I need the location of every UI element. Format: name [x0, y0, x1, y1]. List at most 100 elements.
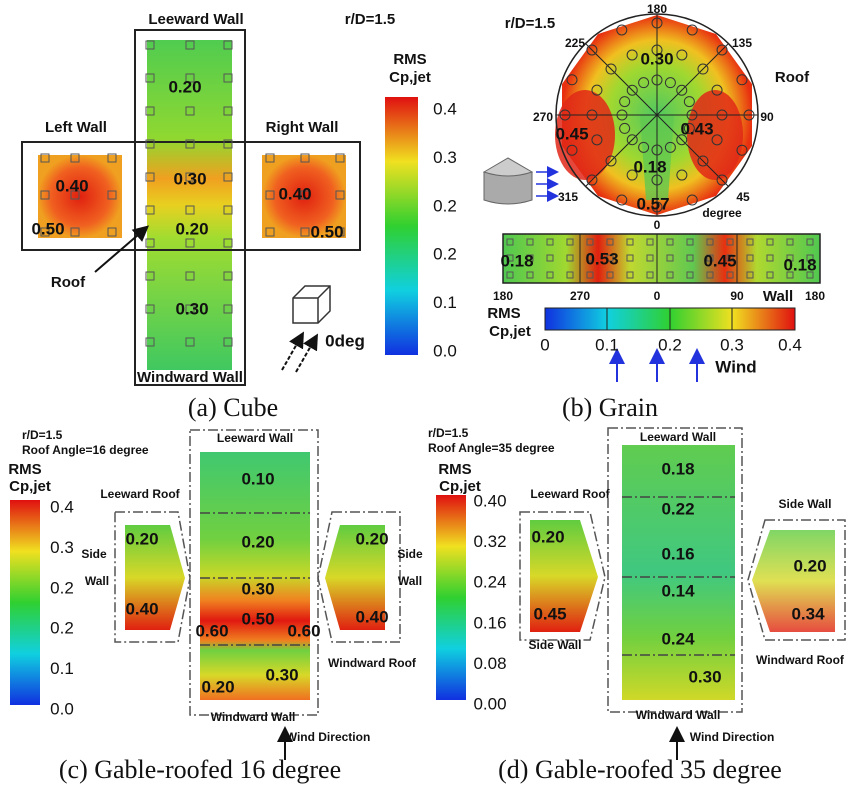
label: 0.30: [241, 579, 274, 598]
label: 0.30: [688, 667, 721, 686]
radial-lines: [556, 14, 758, 216]
tap-marker: [185, 337, 195, 347]
tap-marker: [185, 40, 195, 50]
label: 0.3: [720, 335, 744, 354]
tap-marker: [606, 254, 614, 262]
tap-marker: [145, 271, 155, 281]
tap-marker: [716, 44, 728, 56]
frame: [114, 511, 191, 643]
tap-marker: [185, 172, 195, 182]
tap-marker: [726, 271, 734, 279]
label: Leeward Wall: [148, 11, 243, 28]
tap-marker: [223, 238, 233, 248]
label: 180: [493, 289, 513, 303]
wall-lines: [579, 234, 738, 283]
label: 135: [732, 36, 752, 50]
frame: [519, 511, 606, 641]
tap-marker: [223, 205, 233, 215]
tap-marker: [145, 238, 155, 248]
arrow: [94, 225, 150, 273]
tap-marker: [586, 109, 598, 121]
tap-marker: [686, 254, 694, 262]
tap-marker: [746, 254, 754, 262]
label: (b) Grain: [562, 393, 658, 422]
tap-marker: [546, 271, 554, 279]
tap-marker: [223, 271, 233, 281]
tap-marker: [666, 254, 674, 262]
label: 0.43: [680, 119, 713, 138]
tap-marker: [806, 238, 814, 246]
colorbar-tick-label: 0.1: [50, 659, 74, 678]
label: 0.20: [355, 529, 388, 548]
tap-marker: [506, 254, 514, 262]
tap-marker: [606, 271, 614, 279]
tap-marker: [526, 271, 534, 279]
label: 0.45: [703, 251, 736, 270]
colorbar-tick-label: 0.16: [473, 613, 506, 632]
label: (a) Cube: [188, 393, 278, 422]
colorbar-tick-label: 0.1: [433, 293, 457, 312]
label: Side Wall: [779, 497, 832, 511]
tap-marker: [265, 190, 275, 200]
tap-marker: [706, 271, 714, 279]
colorbar-lines: [606, 308, 733, 330]
label: Wind: [715, 357, 756, 376]
colorbar-tick-label: 0.2: [50, 578, 74, 597]
label: 0.20: [175, 219, 208, 238]
label: 0.40: [125, 599, 158, 618]
label: 180: [805, 289, 825, 303]
tap-marker: [746, 271, 754, 279]
tap-marker: [676, 49, 688, 61]
label: 0.18: [783, 255, 816, 274]
label: 0.40: [55, 176, 88, 195]
tap-marker: [185, 304, 195, 314]
label: 90: [760, 110, 774, 124]
tap-marker: [300, 227, 310, 237]
tap-marker: [559, 109, 571, 121]
tap-marker: [70, 190, 80, 200]
tap-marker: [806, 254, 814, 262]
tap-marker: [686, 194, 698, 206]
tap-marker: [566, 74, 578, 86]
label: 0.50: [31, 219, 64, 238]
label: r/D=1.5: [345, 11, 395, 28]
silo-icon: [482, 157, 534, 205]
tap-marker: [626, 238, 634, 246]
label: 0.20: [168, 77, 201, 96]
frame: [21, 141, 361, 251]
label: Roof Angle=35 degree: [428, 441, 555, 455]
label: Leeward Roof: [530, 487, 610, 501]
tap-marker: [40, 153, 50, 163]
tap-marker: [506, 271, 514, 279]
colorbar-tick-label: 0.08: [473, 654, 506, 673]
label: RMS: [487, 305, 520, 322]
tap-marker: [646, 254, 654, 262]
contour: [200, 452, 310, 700]
colorbar-tick-label: 0.32: [473, 532, 506, 551]
label: 0.24: [661, 629, 695, 648]
colorbar-tick-label: 0.2: [433, 196, 457, 215]
tap-marker: [651, 144, 663, 156]
label: degree: [702, 206, 742, 220]
label: 0.45: [555, 124, 588, 143]
tap-marker: [107, 227, 117, 237]
contour: [622, 445, 735, 700]
tap-marker: [566, 254, 574, 262]
label: 0.30: [175, 299, 208, 318]
label: (c) Gable-roofed 16 degree: [59, 755, 341, 784]
label: 0: [540, 335, 549, 354]
frame: [747, 519, 846, 641]
label: 0.20: [125, 529, 158, 548]
tap-marker: [651, 174, 663, 186]
label: Windward Wall: [211, 710, 296, 724]
label: 0.40: [278, 184, 311, 203]
label: Wall: [398, 574, 422, 588]
label: Wind Direction: [690, 730, 775, 744]
tap-marker: [626, 271, 634, 279]
label: Left Wall: [45, 119, 107, 136]
label: Side: [397, 547, 423, 561]
tap-marker: [145, 106, 155, 116]
tap-marker: [223, 304, 233, 314]
tap-marker: [676, 84, 688, 96]
